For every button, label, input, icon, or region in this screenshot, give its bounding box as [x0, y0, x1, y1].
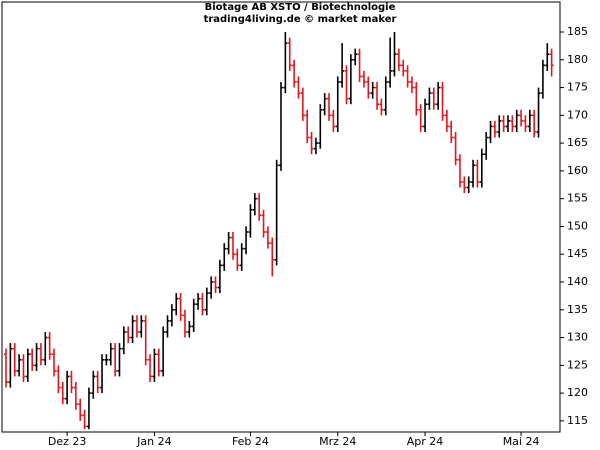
- x-tick-label: Mai 24: [503, 435, 540, 448]
- y-tick-label: 180: [567, 53, 588, 66]
- x-tick-label: Jan 24: [136, 435, 171, 448]
- y-tick-label: 115: [567, 414, 588, 427]
- y-tick-label: 125: [567, 358, 588, 371]
- y-tick-label: 185: [567, 25, 588, 38]
- y-tick-label: 160: [567, 164, 588, 177]
- y-tick-label: 150: [567, 219, 588, 232]
- y-tick-label: 145: [567, 247, 588, 260]
- y-tick-label: 120: [567, 386, 588, 399]
- y-tick-label: 170: [567, 108, 588, 121]
- x-tick-label: Dez 23: [48, 435, 87, 448]
- chart-subtitle: trading4living.de © market maker: [204, 14, 397, 25]
- x-tick-label: Feb 24: [232, 435, 269, 448]
- x-tick-label: Mrz 24: [319, 435, 356, 448]
- y-tick-label: 165: [567, 136, 588, 149]
- x-tick-label: Apr 24: [407, 435, 444, 448]
- y-tick-label: 140: [567, 275, 588, 288]
- y-tick-label: 155: [567, 192, 588, 205]
- plot-frame: [1, 1, 561, 433]
- y-tick-label: 175: [567, 81, 588, 94]
- y-tick-label: 130: [567, 331, 588, 344]
- y-tick-label: 135: [567, 303, 588, 316]
- chart-title: Biotage AB XSTO / Biotechnologie: [205, 2, 396, 13]
